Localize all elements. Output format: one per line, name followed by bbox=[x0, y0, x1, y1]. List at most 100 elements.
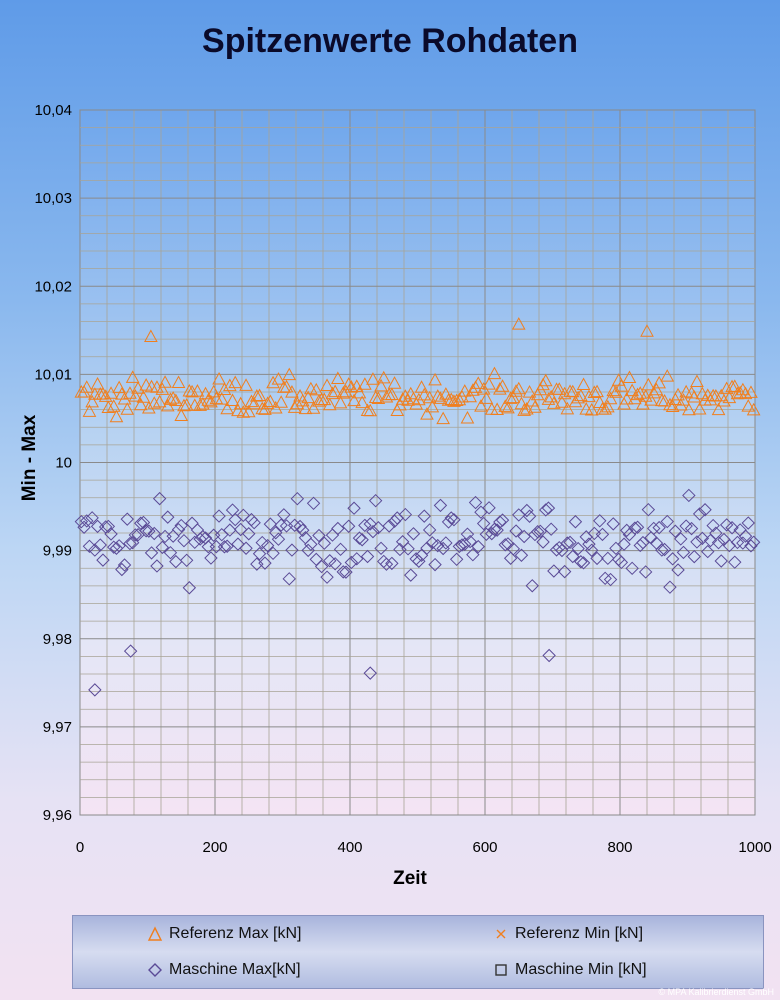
point-referenz-max bbox=[557, 386, 572, 400]
point-maschine-max bbox=[458, 537, 472, 551]
point-referenz-max bbox=[652, 375, 666, 389]
point-referenz-max bbox=[241, 404, 256, 418]
point-maschine-max bbox=[358, 518, 372, 533]
point-referenz-max bbox=[274, 395, 288, 408]
point-maschine-max bbox=[171, 522, 186, 537]
point-referenz-max bbox=[171, 375, 186, 389]
point-referenz-max bbox=[136, 390, 151, 403]
point-maschine-max bbox=[285, 543, 299, 557]
point-referenz-max bbox=[336, 386, 351, 399]
point-maschine-max bbox=[444, 511, 458, 525]
point-referenz-max bbox=[98, 389, 113, 402]
point-referenz-max bbox=[430, 389, 445, 402]
point-maschine-max bbox=[606, 517, 620, 531]
point-maschine-max bbox=[555, 543, 569, 558]
point-maschine-max bbox=[193, 532, 207, 546]
grid bbox=[79, 109, 756, 816]
point-referenz-max bbox=[598, 402, 612, 415]
point-referenz-max bbox=[501, 400, 515, 414]
point-maschine-max bbox=[331, 521, 345, 536]
point-maschine-max bbox=[746, 535, 761, 549]
point-maschine-max bbox=[541, 501, 556, 515]
point-referenz-max bbox=[590, 384, 604, 398]
point-referenz-max bbox=[471, 376, 486, 389]
point-referenz-max bbox=[285, 385, 299, 398]
point-referenz-max bbox=[479, 391, 494, 404]
point-maschine-max bbox=[212, 509, 226, 523]
point-referenz-max bbox=[190, 384, 205, 397]
point-maschine-max bbox=[117, 558, 132, 572]
point-referenz-max bbox=[506, 390, 521, 404]
point-referenz-max bbox=[331, 371, 345, 384]
point-maschine-max bbox=[601, 551, 615, 566]
point-maschine-max bbox=[514, 548, 529, 562]
point-referenz-max bbox=[428, 372, 442, 386]
point-referenz-max bbox=[125, 370, 140, 383]
point-maschine-max bbox=[433, 498, 448, 513]
x-tick-label: 0 bbox=[76, 839, 84, 856]
point-maschine-max bbox=[401, 542, 415, 556]
point-maschine-max bbox=[363, 517, 377, 531]
point-referenz-max bbox=[425, 399, 440, 413]
point-maschine-max bbox=[336, 565, 350, 579]
point-referenz-max bbox=[574, 388, 588, 402]
point-maschine-max bbox=[471, 539, 485, 554]
point-maschine-max bbox=[539, 503, 553, 517]
point-maschine-max bbox=[374, 541, 388, 556]
y-tick-label: 10,04 bbox=[34, 102, 72, 119]
point-referenz-max bbox=[212, 371, 226, 385]
point-referenz-max bbox=[101, 400, 116, 413]
point-referenz-max bbox=[640, 324, 654, 337]
point-referenz-max bbox=[333, 395, 348, 409]
point-maschine-max bbox=[161, 510, 175, 524]
y-tick-label: 10,02 bbox=[34, 278, 72, 295]
point-maschine-max bbox=[314, 559, 329, 574]
point-maschine-max bbox=[625, 561, 639, 576]
point-maschine-max bbox=[150, 559, 164, 573]
point-maschine-max bbox=[636, 535, 650, 550]
point-maschine-max bbox=[123, 536, 137, 551]
point-referenz-max bbox=[420, 407, 434, 420]
point-referenz-max bbox=[158, 375, 172, 388]
point-referenz-max bbox=[719, 381, 734, 395]
point-maschine-max bbox=[595, 527, 610, 542]
legend-item-referenz-max: Referenz Max [kN] bbox=[145, 924, 301, 944]
point-maschine-max bbox=[385, 556, 399, 571]
y-tick-label: 9,98 bbox=[43, 631, 72, 648]
point-referenz-max bbox=[120, 402, 135, 415]
legend-item-maschine-min: Maschine Min [kN] bbox=[491, 960, 647, 980]
point-referenz-max bbox=[82, 404, 97, 417]
point-referenz-max bbox=[96, 386, 110, 400]
point-referenz-max bbox=[449, 393, 464, 407]
point-referenz-max bbox=[493, 382, 507, 395]
point-maschine-max bbox=[722, 538, 737, 553]
point-maschine-max bbox=[482, 501, 496, 515]
x-marker-icon bbox=[491, 924, 511, 944]
y-tick-label: 9,99 bbox=[43, 543, 72, 560]
point-maschine-max bbox=[574, 555, 588, 569]
point-maschine-max bbox=[420, 541, 434, 555]
point-maschine-max bbox=[665, 552, 680, 566]
point-maschine-max bbox=[85, 511, 99, 525]
point-referenz-max bbox=[646, 385, 661, 399]
point-maschine-max bbox=[728, 555, 742, 569]
point-referenz-max bbox=[692, 401, 707, 415]
point-referenz-max bbox=[711, 402, 726, 416]
point-maschine-max bbox=[479, 527, 494, 541]
point-maschine-max bbox=[687, 549, 701, 564]
point-referenz-max bbox=[301, 390, 315, 404]
point-maschine-max bbox=[147, 526, 161, 541]
point-maschine-max bbox=[379, 557, 394, 571]
point-maschine-max bbox=[107, 540, 121, 554]
point-maschine-max bbox=[476, 516, 491, 531]
point-referenz-max bbox=[233, 396, 248, 410]
point-referenz-max bbox=[341, 377, 356, 390]
point-maschine-max bbox=[655, 543, 669, 557]
point-referenz-max bbox=[690, 374, 704, 387]
point-referenz-max bbox=[528, 400, 542, 413]
chart-title: Spitzenwerte Rohdaten bbox=[202, 22, 578, 60]
point-maschine-max bbox=[725, 521, 739, 535]
point-referenz-max bbox=[571, 390, 585, 404]
point-maschine-max bbox=[182, 581, 197, 595]
point-maschine-max bbox=[368, 493, 383, 508]
